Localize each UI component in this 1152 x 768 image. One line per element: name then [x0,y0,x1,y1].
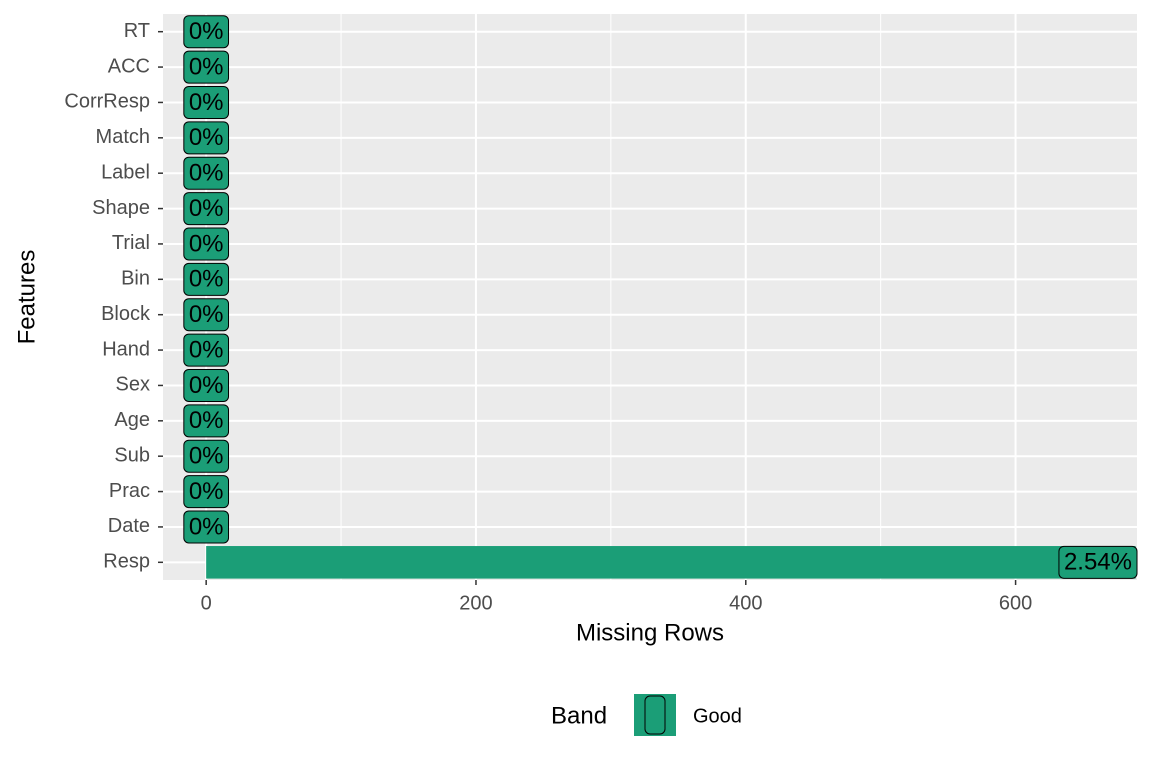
value-label-text: 2.54% [1064,549,1132,576]
value-label-text: 0% [189,372,224,399]
value-label: 0% [183,510,230,544]
legend-key-label [644,695,666,735]
value-label-text: 0% [189,336,224,363]
value-label-box [183,404,230,438]
value-label-text: 0% [189,160,224,187]
y-tick-label: Trial [112,232,150,254]
y-tick-label: Label [101,161,150,183]
value-label: 0% [183,262,230,296]
value-label-text: 0% [189,266,224,293]
value-label: 0% [183,227,230,261]
value-label: 0% [183,475,230,509]
x-tick-label: 600 [999,592,1032,614]
value-label: 0% [183,333,230,367]
value-label-box [183,368,230,402]
y-tick-label: RT [124,20,150,42]
value-label-box [183,50,230,84]
value-label-box [183,121,230,155]
x-tick-label: 200 [459,592,492,614]
value-label-text: 0% [189,513,224,540]
value-label-text: 0% [189,407,224,434]
value-label-box [183,85,230,119]
y-tick-label: Block [101,303,151,325]
value-label-box [183,15,230,49]
value-label-text: 0% [189,89,224,116]
value-label: 0% [183,50,230,84]
value-label: 0% [183,404,230,438]
value-label: 0% [183,298,230,332]
y-tick-label: Hand [102,338,150,360]
value-label-text: 0% [189,230,224,257]
value-label: 2.54% [1058,545,1138,579]
y-tick-label: Sex [116,374,150,396]
value-label-text: 0% [189,124,224,151]
value-label-box [183,298,230,332]
y-axis-title: Features [13,250,40,345]
x-tick-label: 0 [201,592,212,614]
y-tick-label: Age [114,409,150,431]
value-label-box [183,333,230,367]
value-label: 0% [183,121,230,155]
value-label-text: 0% [189,18,224,45]
panel [163,14,1137,580]
y-tick-label: Shape [92,197,150,219]
y-tick-label: Prac [109,480,150,502]
value-label: 0% [183,439,230,473]
value-label-box [183,510,230,544]
value-label: 0% [183,15,230,49]
value-label-box [1058,545,1138,579]
y-tick-label: ACC [108,55,150,77]
x-tick-label: 400 [729,592,762,614]
y-tick-label: Date [108,515,150,537]
value-label-box [183,156,230,190]
value-label-box [183,262,230,296]
value-label-box [183,439,230,473]
bar [206,546,1136,579]
value-label-text: 0% [189,478,224,505]
y-tick-label: Match [96,126,150,148]
y-tick-label: Sub [114,444,150,466]
value-label-text: 0% [189,195,224,222]
value-label-text: 0% [189,301,224,328]
value-label: 0% [183,368,230,402]
value-label-box [183,192,230,226]
legend-title: Band [551,702,607,729]
legend-entry: Good [693,705,742,727]
y-tick-label: Resp [103,551,150,573]
y-tick-label: CorrResp [64,91,150,113]
value-label-box [183,227,230,261]
value-label: 0% [183,156,230,190]
value-label-box [183,475,230,509]
value-label: 0% [183,85,230,119]
value-label-text: 0% [189,443,224,470]
value-label-text: 0% [189,53,224,80]
value-label: 0% [183,192,230,226]
x-axis-title: Missing Rows [576,619,724,646]
y-tick-label: Bin [121,268,150,290]
